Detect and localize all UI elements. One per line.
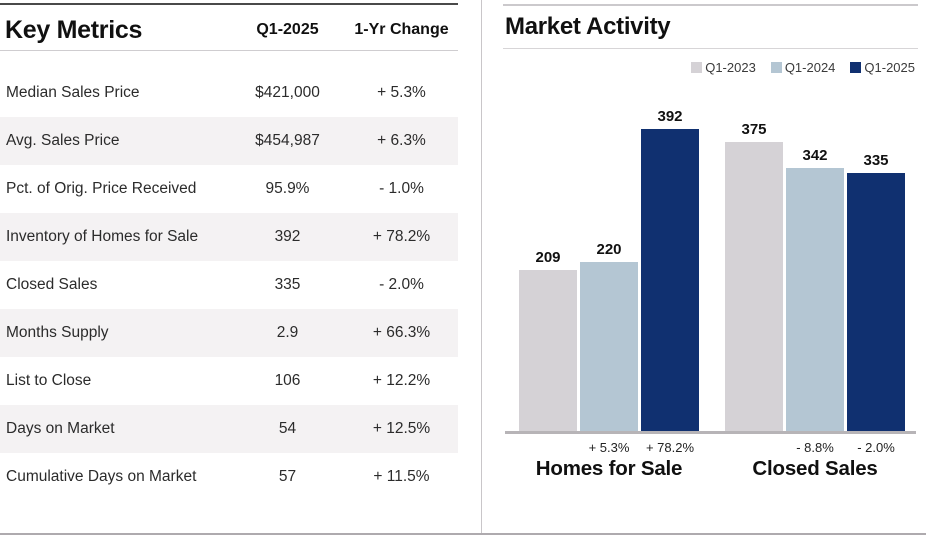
bar-value-label: 392 <box>657 108 683 125</box>
change-label-group: - 8.8% - 2.0% <box>725 440 905 455</box>
metric-value: $421,000 <box>255 84 320 101</box>
metric-value: 54 <box>278 420 297 437</box>
market-activity-title: Market Activity <box>505 13 671 40</box>
bar-column: 220 <box>580 241 638 431</box>
metrics-table: Median Sales Price $421,000 + 5.3% Avg. Sal… <box>0 69 458 501</box>
header-divider <box>0 50 458 51</box>
bar-value-label: 209 <box>535 249 561 266</box>
bar <box>786 168 844 431</box>
bar-value-label: 375 <box>741 121 767 138</box>
metric-value: 2.9 <box>276 324 299 341</box>
metric-label: Median Sales Price <box>6 84 140 101</box>
legend-item: Q1-2023 <box>691 60 756 75</box>
table-row: Avg. Sales Price $454,987 + 6.3% <box>0 117 458 165</box>
legend-swatch-icon <box>770 62 782 73</box>
title-divider <box>503 48 918 49</box>
table-row: Months Supply 2.9 + 66.3% <box>0 309 458 357</box>
bar-column: 209 <box>519 249 577 431</box>
metric-label: Pct. of Orig. Price Received <box>6 180 197 197</box>
metric-label: Cumulative Days on Market <box>6 468 197 485</box>
metric-change: + 12.5% <box>372 420 431 437</box>
key-metrics-header: Key Metrics Q1-2025 1-Yr Change <box>0 12 458 48</box>
bar-column: 392 <box>641 108 699 431</box>
top-rule-right <box>503 4 918 6</box>
metric-label: List to Close <box>6 372 92 389</box>
metric-change: + 11.5% <box>373 468 430 485</box>
bar-group: 209 220 392 <box>519 108 699 431</box>
legend-item: Q1-2025 <box>850 60 915 75</box>
metric-change: - 2.0% <box>379 276 424 293</box>
bar-column: 375 <box>725 121 783 431</box>
table-row: Cumulative Days on Market 57 + 11.5% <box>0 453 458 501</box>
bar-group: 375 342 335 <box>725 121 905 431</box>
table-row: Days on Market 54 + 12.5% <box>0 405 458 453</box>
column-header-q1-2025: Q1-2025 <box>256 21 319 38</box>
metric-change: + 12.2% <box>372 372 431 389</box>
change-label: + 5.3% <box>588 440 630 455</box>
bar-value-label: 335 <box>863 152 889 169</box>
metric-change: + 66.3% <box>372 324 431 341</box>
top-rule <box>0 3 458 5</box>
bar <box>725 142 783 431</box>
metric-value: 392 <box>274 228 301 245</box>
table-row: Closed Sales 335 - 2.0% <box>0 261 458 309</box>
legend-label: Q1-2025 <box>864 60 915 75</box>
metric-label: Months Supply <box>6 324 109 341</box>
metric-change: + 6.3% <box>377 132 426 149</box>
bar-value-label: 342 <box>802 147 828 164</box>
market-activity-panel: Market Activity Q1-2023 Q1-2024 Q1-2025 20… <box>503 0 922 543</box>
category-labels-row: Homes for Sale Closed Sales <box>519 457 919 481</box>
change-labels-row: + 5.3% + 78.2% - 8.8% - 2.0% <box>519 440 919 455</box>
metric-label: Closed Sales <box>6 276 98 293</box>
metric-change: + 5.3% <box>377 84 426 101</box>
chart-legend: Q1-2023 Q1-2024 Q1-2025 <box>503 60 915 75</box>
change-label <box>725 440 783 455</box>
bar <box>641 129 699 431</box>
legend-label: Q1-2023 <box>705 60 756 75</box>
bar <box>580 262 638 431</box>
table-row: Median Sales Price $421,000 + 5.3% <box>0 69 458 117</box>
legend-label: Q1-2024 <box>784 60 836 75</box>
category-label: Homes for Sale <box>535 457 683 480</box>
metric-change: + 78.2% <box>372 228 431 245</box>
bar-chart: 209 220 392 375 342 335 <box>519 78 919 431</box>
legend-swatch-icon <box>850 62 862 73</box>
legend-swatch-icon <box>691 62 703 73</box>
category-label: Closed Sales <box>752 457 878 480</box>
change-label: - 8.8% <box>796 440 834 455</box>
metric-label: Inventory of Homes for Sale <box>6 228 199 245</box>
table-row: Pct. of Orig. Price Received 95.9% - 1.0% <box>0 165 458 213</box>
metric-value: $454,987 <box>255 132 320 149</box>
table-row: Inventory of Homes for Sale 392 + 78.2% <box>0 213 458 261</box>
legend-item: Q1-2024 <box>770 60 836 75</box>
bottom-rule <box>0 533 926 535</box>
bar-value-label: 220 <box>596 241 622 258</box>
bar-column: 335 <box>847 152 905 431</box>
change-label: + 78.2% <box>645 440 695 455</box>
key-metrics-panel: Key Metrics Q1-2025 1-Yr Change Median S… <box>0 0 458 543</box>
metric-value: 57 <box>278 468 297 485</box>
change-label: - 2.0% <box>857 440 895 455</box>
metric-value: 106 <box>274 372 301 389</box>
metric-label: Days on Market <box>6 420 115 437</box>
metric-change: - 1.0% <box>379 180 424 197</box>
key-metrics-title: Key Metrics <box>5 15 143 44</box>
column-header-1yr-change: 1-Yr Change <box>354 21 449 38</box>
bar-column: 342 <box>786 147 844 431</box>
bar <box>847 173 905 431</box>
bar <box>519 270 577 431</box>
vertical-divider <box>481 0 482 534</box>
metric-label: Avg. Sales Price <box>6 132 120 149</box>
change-label <box>519 440 577 455</box>
metric-value: 95.9% <box>265 180 310 197</box>
table-row: List to Close 106 + 12.2% <box>0 357 458 405</box>
x-axis-line <box>505 431 916 434</box>
change-label-group: + 5.3% + 78.2% <box>519 440 699 455</box>
metric-value: 335 <box>274 276 301 293</box>
